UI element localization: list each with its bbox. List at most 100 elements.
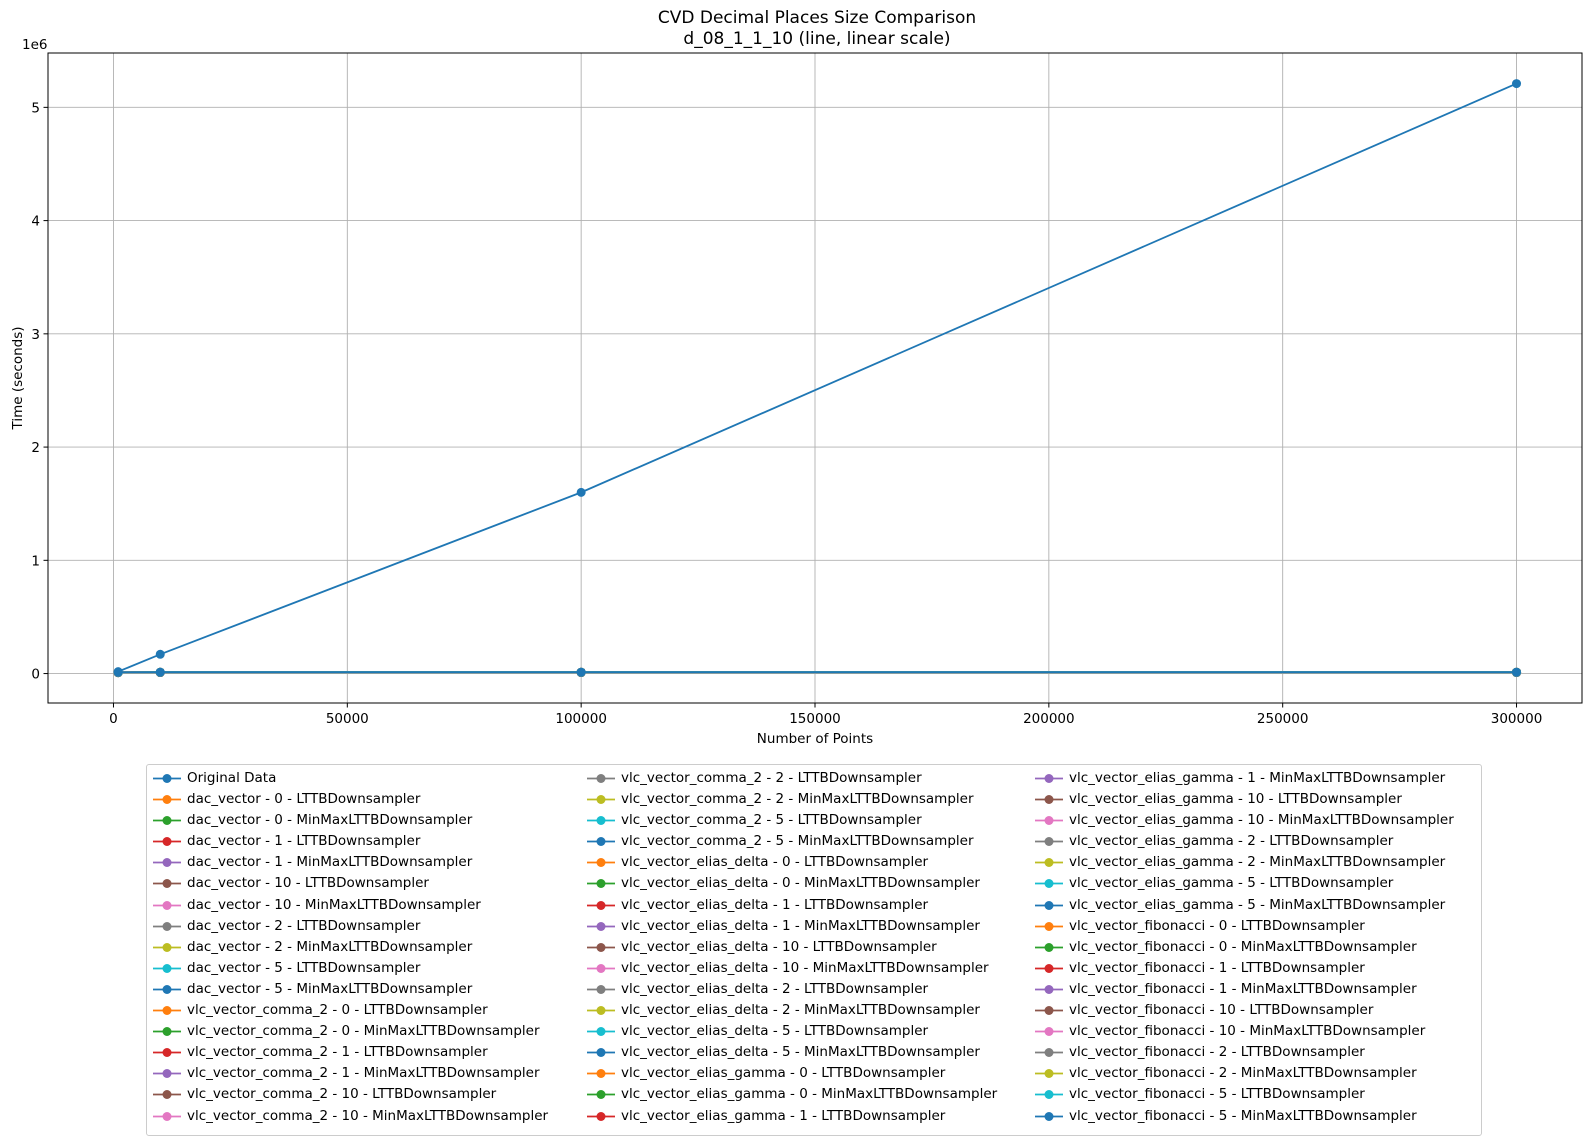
legend-swatch [153, 921, 181, 931]
data-point [113, 667, 123, 677]
legend-label: vlc_vector_elias_gamma - 5 - MinMaxLTTBD… [1069, 896, 1446, 913]
legend-label: vlc_vector_elias_gamma - 2 - LTTBDownsam… [1069, 833, 1394, 850]
data-point [1512, 79, 1522, 89]
legend-label: vlc_vector_elias_gamma - 0 - LTTBDownsam… [621, 1065, 946, 1082]
legend-swatch [587, 1111, 615, 1121]
x-tick-label: 200000 [1023, 711, 1075, 727]
legend-label: vlc_vector_fibonacci - 10 - MinMaxLTTBDo… [1069, 1023, 1426, 1040]
legend-label: dac_vector - 10 - MinMaxLTTBDownsampler [187, 896, 481, 913]
legend-label: vlc_vector_elias_delta - 2 - MinMaxLTTBD… [621, 1002, 980, 1019]
legend-label: dac_vector - 1 - LTTBDownsampler [187, 833, 421, 850]
y-tick-label: 2 [31, 440, 40, 456]
legend-swatch [153, 837, 181, 847]
legend-swatch [587, 900, 615, 910]
legend-label: vlc_vector_elias_gamma - 0 - MinMaxLTTBD… [621, 1086, 998, 1103]
legend-label: vlc_vector_elias_delta - 10 - LTTBDownsa… [621, 938, 937, 955]
grid-lines [48, 53, 1582, 703]
legend-label: dac_vector - 0 - MinMaxLTTBDownsampler [187, 812, 473, 829]
series-0 [113, 79, 1522, 677]
legend-swatch [587, 942, 615, 952]
x-axis-label: Number of Points [757, 731, 873, 747]
legend-swatch [1035, 1090, 1063, 1100]
legend-label: vlc_vector_comma_2 - 0 - LTTBDownsampler [187, 1002, 488, 1019]
data-point [1512, 667, 1522, 677]
series-line [117, 82, 1517, 673]
legend-label: dac_vector - 10 - LTTBDownsampler [187, 875, 429, 892]
legend-label: vlc_vector_fibonacci - 2 - MinMaxLTTBDow… [1069, 1065, 1417, 1082]
legend-swatch [587, 1027, 615, 1037]
legend-label: vlc_vector_fibonacci - 1 - LTTBDownsampl… [1069, 959, 1365, 976]
legend-label: vlc_vector_elias_gamma - 10 - LTTBDownsa… [1069, 791, 1402, 808]
legend-swatch [1035, 795, 1063, 805]
series-50 [113, 667, 1522, 677]
legend-label: vlc_vector_comma_2 - 2 - LTTBDownsampler [621, 770, 922, 786]
legend-swatch [153, 858, 181, 868]
x-tick-label: 300000 [1491, 711, 1543, 727]
legend-label: dac_vector - 5 - LTTBDownsampler [187, 959, 421, 976]
data-point [576, 667, 586, 677]
legend-swatch [587, 816, 615, 826]
y-tick-label: 5 [31, 100, 40, 116]
legend-swatch [1035, 837, 1063, 847]
legend-swatch [587, 1048, 615, 1058]
legend-swatch [1035, 774, 1063, 783]
legend-swatch [1035, 1027, 1063, 1037]
legend-swatch [1035, 1111, 1063, 1121]
legend-swatch [153, 1090, 181, 1100]
legend-swatch [1035, 1048, 1063, 1058]
legend-swatch [1035, 879, 1063, 889]
legend-swatch [153, 1048, 181, 1058]
legend-swatch [153, 795, 181, 805]
legend-label: vlc_vector_comma_2 - 10 - LTTBDownsample… [187, 1086, 497, 1103]
legend-label: vlc_vector_fibonacci - 10 - LTTBDownsamp… [1069, 1002, 1374, 1019]
legend-swatch [587, 984, 615, 994]
data-point [576, 487, 586, 497]
legend-label: vlc_vector_comma_2 - 2 - MinMaxLTTBDowns… [621, 791, 974, 808]
legend-swatch [153, 1006, 181, 1016]
legend-swatch [1035, 921, 1063, 931]
legend-label: vlc_vector_elias_delta - 2 - LTTBDownsam… [621, 980, 929, 997]
legend-label: vlc_vector_comma_2 - 1 - MinMaxLTTBDowns… [187, 1065, 540, 1082]
legend-label: vlc_vector_elias_gamma - 10 - MinMaxLTTB… [1069, 812, 1454, 829]
legend-swatch [153, 816, 181, 826]
legend-label: vlc_vector_comma_2 - 5 - LTTBDownsampler [621, 812, 922, 829]
legend-label: vlc_vector_elias_delta - 10 - MinMaxLTTB… [621, 959, 989, 976]
legend-swatch [587, 774, 615, 783]
legend-label: vlc_vector_elias_delta - 5 - LTTBDownsam… [621, 1023, 929, 1040]
y-tick-label: 1 [31, 553, 40, 569]
y-tick-label: 0 [31, 667, 40, 683]
legend-label: dac_vector - 2 - MinMaxLTTBDownsampler [187, 938, 473, 955]
x-tick-label: 0 [109, 711, 118, 727]
legend-swatch [1035, 942, 1063, 952]
legend-swatch [153, 1111, 181, 1121]
legend-swatch [587, 921, 615, 931]
legend-label: dac_vector - 0 - LTTBDownsampler [187, 791, 421, 808]
y-tick-label: 4 [31, 214, 40, 230]
legend-swatch [153, 984, 181, 994]
legend-swatch [1035, 900, 1063, 910]
y-axis-label: Time (seconds) [10, 326, 26, 430]
legend-swatch [153, 942, 181, 952]
legend-swatch [587, 1006, 615, 1016]
x-tick-label: 250000 [1257, 711, 1309, 727]
legend-label: vlc_vector_elias_delta - 1 - LTTBDownsam… [621, 896, 929, 913]
y-axis-offset-label: 1e6 [22, 37, 47, 53]
legend-label: vlc_vector_fibonacci - 5 - LTTBDownsampl… [1069, 1086, 1365, 1103]
legend-label: vlc_vector_comma_2 - 0 - MinMaxLTTBDowns… [187, 1023, 540, 1040]
legend-swatch [587, 837, 615, 847]
legend-swatch [1035, 984, 1063, 994]
legend-label: vlc_vector_elias_delta - 5 - MinMaxLTTBD… [621, 1044, 980, 1061]
legend-label: vlc_vector_comma_2 - 1 - LTTBDownsampler [187, 1044, 488, 1061]
legend-label: vlc_vector_fibonacci - 0 - MinMaxLTTBDow… [1069, 938, 1417, 955]
chart-subtitle: d_08_1_1_10 (line, linear scale) [683, 29, 950, 49]
x-tick-label: 100000 [555, 711, 607, 727]
legend-swatch [587, 795, 615, 805]
legend-swatch [153, 1027, 181, 1037]
legend-swatch [1035, 816, 1063, 826]
x-tick-label: 50000 [326, 711, 369, 727]
legend-swatch [153, 774, 181, 783]
legend-swatch [587, 1090, 615, 1100]
legend-label: vlc_vector_fibonacci - 5 - MinMaxLTTBDow… [1069, 1107, 1417, 1124]
legend-label: vlc_vector_elias_gamma - 1 - LTTBDownsam… [621, 1107, 946, 1124]
